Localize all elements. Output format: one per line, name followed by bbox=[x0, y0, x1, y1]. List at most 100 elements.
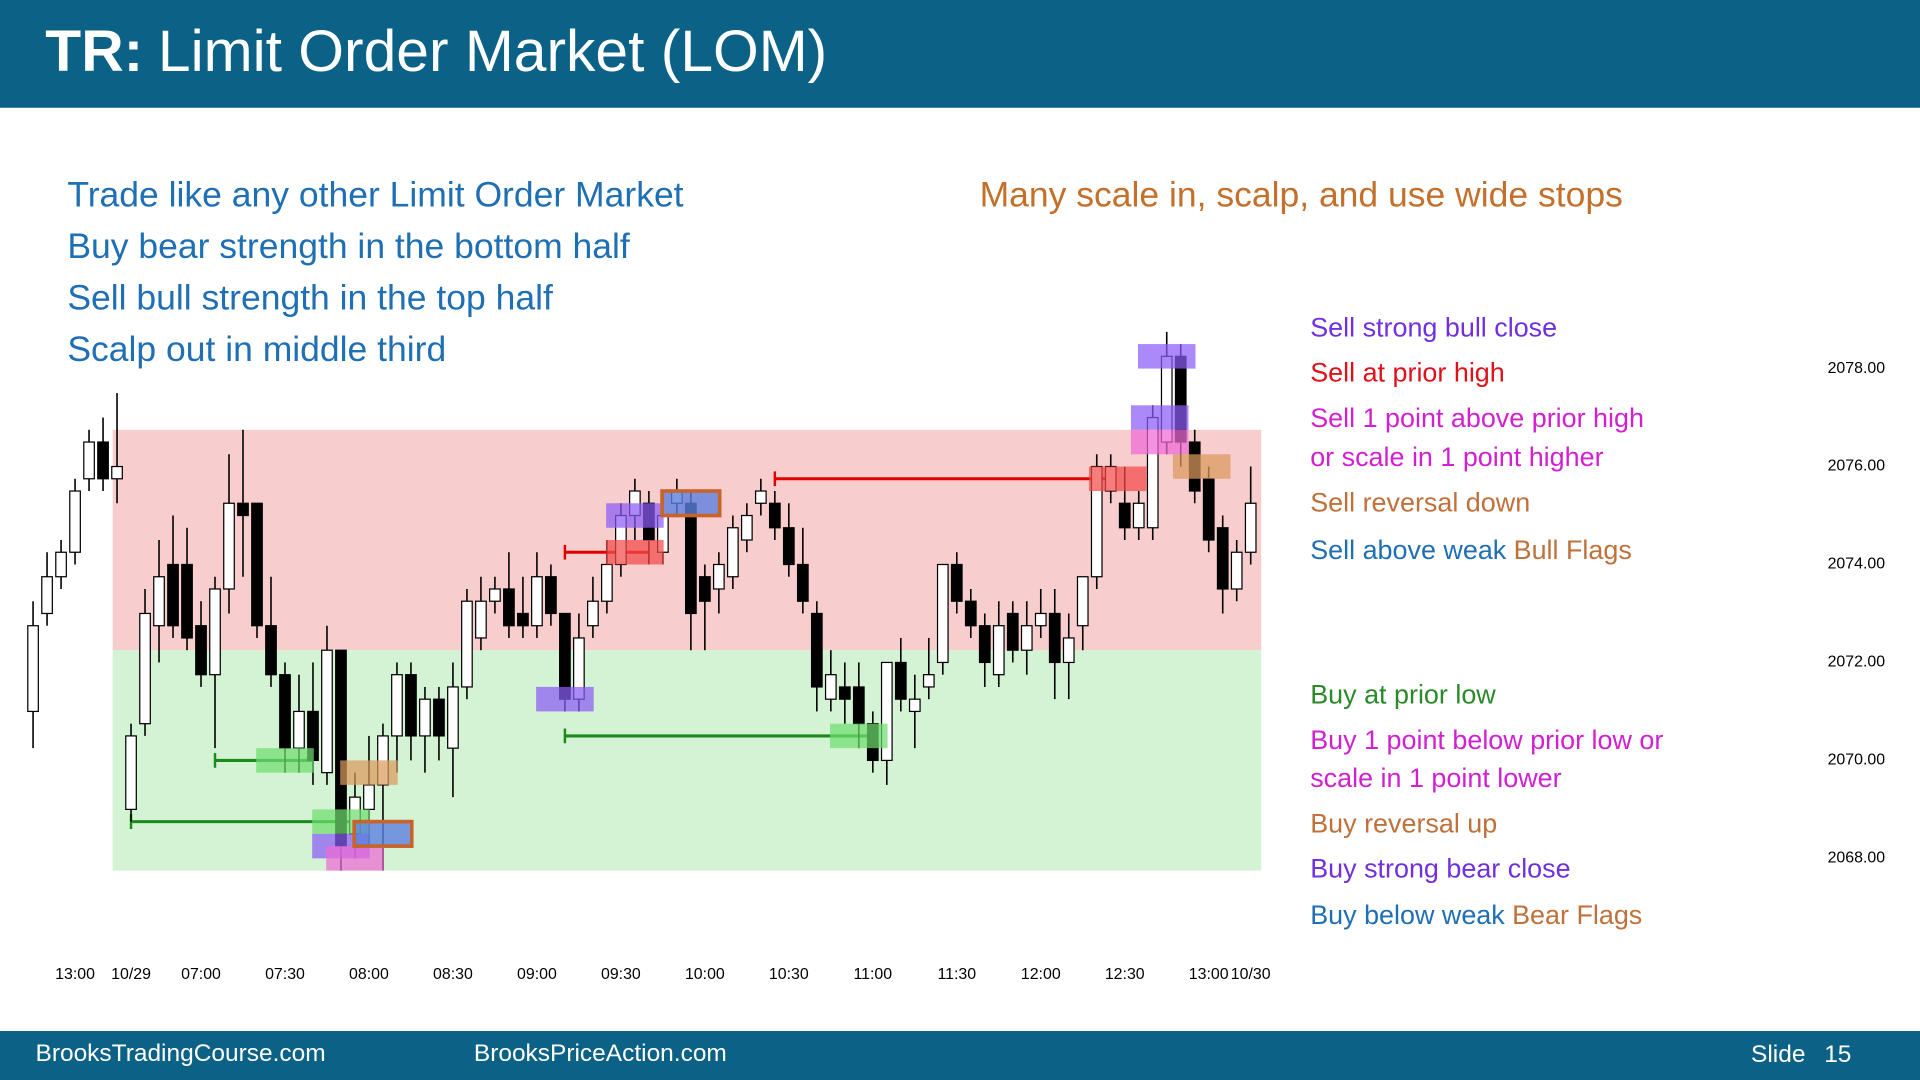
candle-body bbox=[139, 612, 151, 725]
legend-text: Buy below weak bbox=[1310, 900, 1505, 930]
candle-body bbox=[880, 661, 893, 762]
candle-body bbox=[293, 710, 305, 749]
candle-body bbox=[894, 661, 907, 700]
slide-label: Slide bbox=[1751, 1041, 1805, 1068]
legend-text: Buy at prior low bbox=[1310, 680, 1496, 710]
candle-body bbox=[796, 563, 809, 602]
x-tick-label: 10/30 bbox=[1231, 966, 1271, 983]
x-tick-label: 09:30 bbox=[601, 966, 641, 983]
candle-body bbox=[712, 563, 725, 590]
candle-body bbox=[936, 563, 949, 664]
candle-body bbox=[768, 502, 781, 529]
footer-site: BrooksPriceAction.com bbox=[474, 1040, 727, 1067]
candle-body bbox=[601, 563, 613, 602]
setup-box bbox=[536, 686, 594, 712]
x-tick-label: 11:30 bbox=[937, 966, 976, 983]
candle-body bbox=[950, 563, 963, 602]
legend-text: Buy strong bear close bbox=[1310, 854, 1570, 884]
legend-entry: Buy below weak Bear Flags bbox=[1310, 900, 1642, 930]
x-tick-label: 11:00 bbox=[854, 966, 893, 983]
candle-body bbox=[992, 625, 1005, 676]
setup-box bbox=[830, 723, 888, 749]
legend-entry: Buy strong bear close bbox=[1310, 854, 1570, 884]
x-tick-label: 09:00 bbox=[517, 966, 557, 983]
candle-body bbox=[489, 588, 501, 602]
candle-body bbox=[782, 527, 795, 566]
candle-body bbox=[838, 686, 851, 700]
y-tick-label: 2076.00 bbox=[1828, 458, 1886, 475]
legend-entry: scale in 1 point lower bbox=[1310, 763, 1561, 793]
candle-body bbox=[1034, 612, 1047, 627]
candle-body bbox=[83, 441, 95, 480]
legend-entry: Sell 1 point above prior high bbox=[1310, 403, 1644, 433]
y-tick-label: 2068.00 bbox=[1828, 850, 1886, 867]
candle-body bbox=[1062, 637, 1075, 664]
setup-box bbox=[660, 489, 722, 518]
legend-entry: Buy 1 point below prior low or bbox=[1310, 725, 1663, 755]
candle-body bbox=[726, 527, 739, 578]
slide-title: TR: Limit Order Market (LOM) bbox=[45, 19, 827, 84]
candle-body bbox=[447, 686, 459, 749]
setup-box bbox=[1130, 429, 1189, 455]
candle-body bbox=[531, 576, 543, 627]
candle-body bbox=[321, 649, 333, 774]
note-line: Buy bear strength in the bottom half bbox=[67, 226, 630, 266]
legend-text: or scale in 1 point higher bbox=[1310, 442, 1603, 472]
footer-bar bbox=[0, 1031, 1920, 1080]
candle-body bbox=[908, 698, 921, 713]
legend-text: Bull Flags bbox=[1514, 535, 1632, 565]
candle-body bbox=[810, 612, 823, 688]
setup-box bbox=[606, 540, 664, 565]
slide-number: 15 bbox=[1824, 1041, 1851, 1068]
y-tick-label: 2070.00 bbox=[1828, 752, 1886, 769]
header-bar bbox=[0, 0, 1920, 108]
y-tick-label: 2072.00 bbox=[1828, 654, 1886, 671]
setup-box bbox=[1088, 466, 1147, 492]
legend-text: Buy 1 point below prior low or bbox=[1310, 725, 1663, 755]
candle-body bbox=[125, 735, 137, 810]
x-tick-label: 10:30 bbox=[769, 966, 809, 983]
candle-body bbox=[153, 576, 165, 627]
legend-text: Sell above weak bbox=[1310, 535, 1507, 565]
candle-body bbox=[433, 698, 445, 737]
y-tick-label: 2074.00 bbox=[1828, 556, 1886, 573]
candle-body bbox=[111, 465, 123, 480]
setup-box bbox=[352, 819, 414, 848]
candle-body bbox=[824, 674, 837, 700]
x-tick-label: 12:30 bbox=[1105, 966, 1145, 983]
candle-body bbox=[181, 563, 193, 639]
x-tick-label: 10:00 bbox=[685, 966, 725, 983]
x-tick-label: 07:00 bbox=[181, 966, 221, 983]
legend-text: Sell 1 point above prior high bbox=[1310, 403, 1644, 433]
candle-body bbox=[475, 600, 487, 639]
setup-box bbox=[606, 503, 664, 528]
legend-text: Sell at prior high bbox=[1310, 358, 1505, 388]
y-tick-label: 2078.00 bbox=[1828, 360, 1886, 377]
candle-body bbox=[684, 502, 697, 615]
candle-body bbox=[698, 576, 711, 602]
candle-body bbox=[69, 490, 81, 553]
setup-box bbox=[326, 846, 384, 871]
candle-body bbox=[97, 441, 109, 480]
candle-body bbox=[237, 502, 249, 517]
setup-box bbox=[1172, 454, 1231, 479]
candle-body bbox=[195, 625, 207, 676]
candle-body bbox=[545, 576, 557, 615]
x-tick-label: 13:00 bbox=[1189, 966, 1229, 983]
candle-body bbox=[209, 588, 221, 676]
candle-body bbox=[1118, 502, 1131, 529]
setup-box bbox=[1137, 344, 1196, 369]
candle-body bbox=[922, 674, 935, 688]
legend-entry: Buy reversal up bbox=[1310, 808, 1497, 838]
legend-text: Bear Flags bbox=[1512, 900, 1642, 930]
candle-body bbox=[754, 490, 767, 504]
legend-entry: or scale in 1 point higher bbox=[1310, 442, 1603, 472]
candle-body bbox=[1006, 612, 1019, 651]
candle-body bbox=[964, 600, 977, 627]
title-text: Limit Order Market (LOM) bbox=[158, 19, 827, 84]
candle-body bbox=[167, 563, 179, 627]
candle-body bbox=[852, 686, 865, 725]
candle-body bbox=[740, 514, 753, 541]
x-tick-label: 13:00 bbox=[55, 966, 95, 983]
footer-site: BrooksTradingCourse.com bbox=[36, 1040, 326, 1067]
